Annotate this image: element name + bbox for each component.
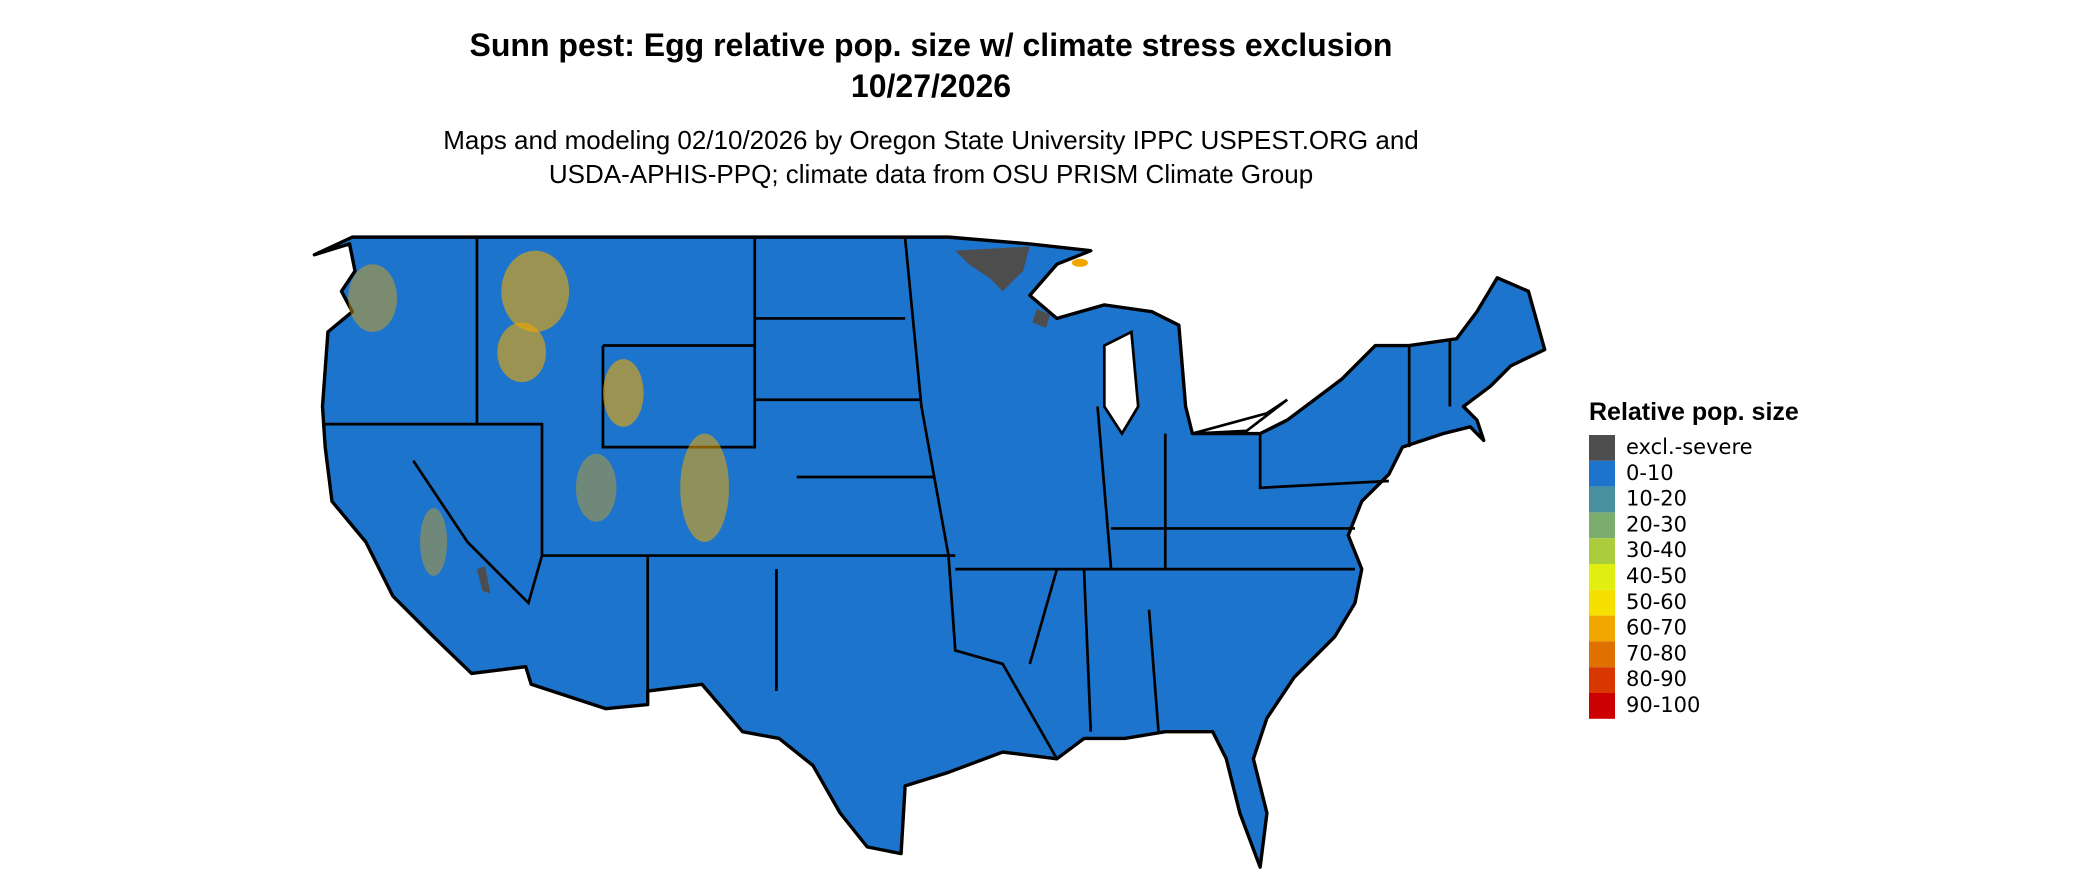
legend-label: 10-20 [1626, 487, 1687, 511]
legend-label: 30-40 [1626, 538, 1687, 562]
state-borders [325, 238, 1452, 760]
legend-label: 50-60 [1626, 590, 1687, 614]
speckle [497, 322, 547, 383]
speckle [602, 359, 644, 427]
legend-label: 0-10 [1626, 461, 1674, 485]
legend-swatch [1589, 641, 1615, 668]
subtitle: USDA-APHIS-PPQ; climate data from OSU PR… [549, 159, 1313, 189]
legend: excl.-severe0-1010-2020-3030-4040-5050-6… [1589, 435, 1753, 719]
legend-label: 90-100 [1626, 693, 1700, 717]
legend-swatch [1589, 667, 1615, 693]
subtitle: Maps and modeling 02/10/2026 by Oregon S… [443, 125, 1419, 155]
legend-swatch [1589, 564, 1615, 590]
legend-swatch [1589, 693, 1615, 719]
legend-swatch [1589, 486, 1615, 513]
legend-label: 70-80 [1626, 641, 1687, 665]
speckle [348, 264, 398, 332]
legend-label: excl.-severe [1626, 435, 1753, 459]
speckle [420, 508, 448, 576]
legend-swatch [1589, 615, 1615, 642]
legend-label: 60-70 [1626, 616, 1687, 640]
state-border [325, 238, 1452, 760]
legend-label: 80-90 [1626, 667, 1687, 691]
title: 10/27/2026 [851, 68, 1011, 104]
legend-swatch [1589, 538, 1615, 564]
legend-title: Relative pop. size [1589, 398, 1799, 426]
speckle [501, 250, 570, 332]
great-lakes [1102, 329, 1289, 437]
legend-swatch [1589, 512, 1615, 539]
title: Sunn pest: Egg relative pop. size w/ cli… [470, 27, 1393, 63]
legend-label: 40-50 [1626, 564, 1687, 588]
legend-swatch [1589, 460, 1615, 487]
legend-label: 20-30 [1626, 512, 1687, 536]
us-outline [312, 235, 1547, 869]
legend-swatch [1589, 435, 1615, 461]
high-value-speckles [348, 250, 1089, 576]
speckle [1071, 258, 1089, 267]
speckle [575, 453, 617, 522]
speckle [680, 433, 729, 542]
legend-swatch [1589, 589, 1615, 616]
map [312, 235, 1547, 869]
excluded-area [476, 246, 1051, 594]
